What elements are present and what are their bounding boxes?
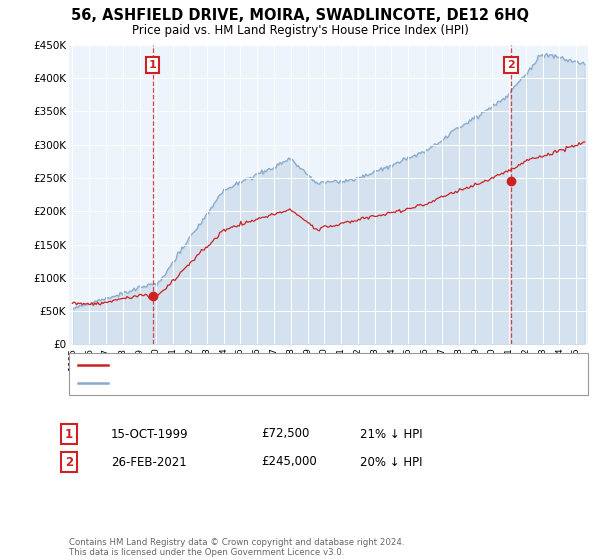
Text: £72,500: £72,500	[261, 427, 310, 441]
Text: 2: 2	[507, 60, 515, 70]
Text: Contains HM Land Registry data © Crown copyright and database right 2024.
This d: Contains HM Land Registry data © Crown c…	[69, 538, 404, 557]
Text: £245,000: £245,000	[261, 455, 317, 469]
Text: 56, ASHFIELD DRIVE, MOIRA, SWADLINCOTE, DE12 6HQ: 56, ASHFIELD DRIVE, MOIRA, SWADLINCOTE, …	[71, 8, 529, 24]
Text: 1: 1	[149, 60, 157, 70]
Text: 15-OCT-1999: 15-OCT-1999	[111, 427, 188, 441]
Text: Price paid vs. HM Land Registry's House Price Index (HPI): Price paid vs. HM Land Registry's House …	[131, 24, 469, 37]
Text: 56, ASHFIELD DRIVE, MOIRA, SWADLINCOTE, DE12 6HQ (detached house): 56, ASHFIELD DRIVE, MOIRA, SWADLINCOTE, …	[114, 360, 482, 370]
Text: 1: 1	[65, 427, 73, 441]
Text: 20% ↓ HPI: 20% ↓ HPI	[360, 455, 422, 469]
Text: 26-FEB-2021: 26-FEB-2021	[111, 455, 187, 469]
Text: 21% ↓ HPI: 21% ↓ HPI	[360, 427, 422, 441]
Text: 2: 2	[65, 455, 73, 469]
Text: HPI: Average price, detached house, North West Leicestershire: HPI: Average price, detached house, Nort…	[114, 378, 427, 388]
